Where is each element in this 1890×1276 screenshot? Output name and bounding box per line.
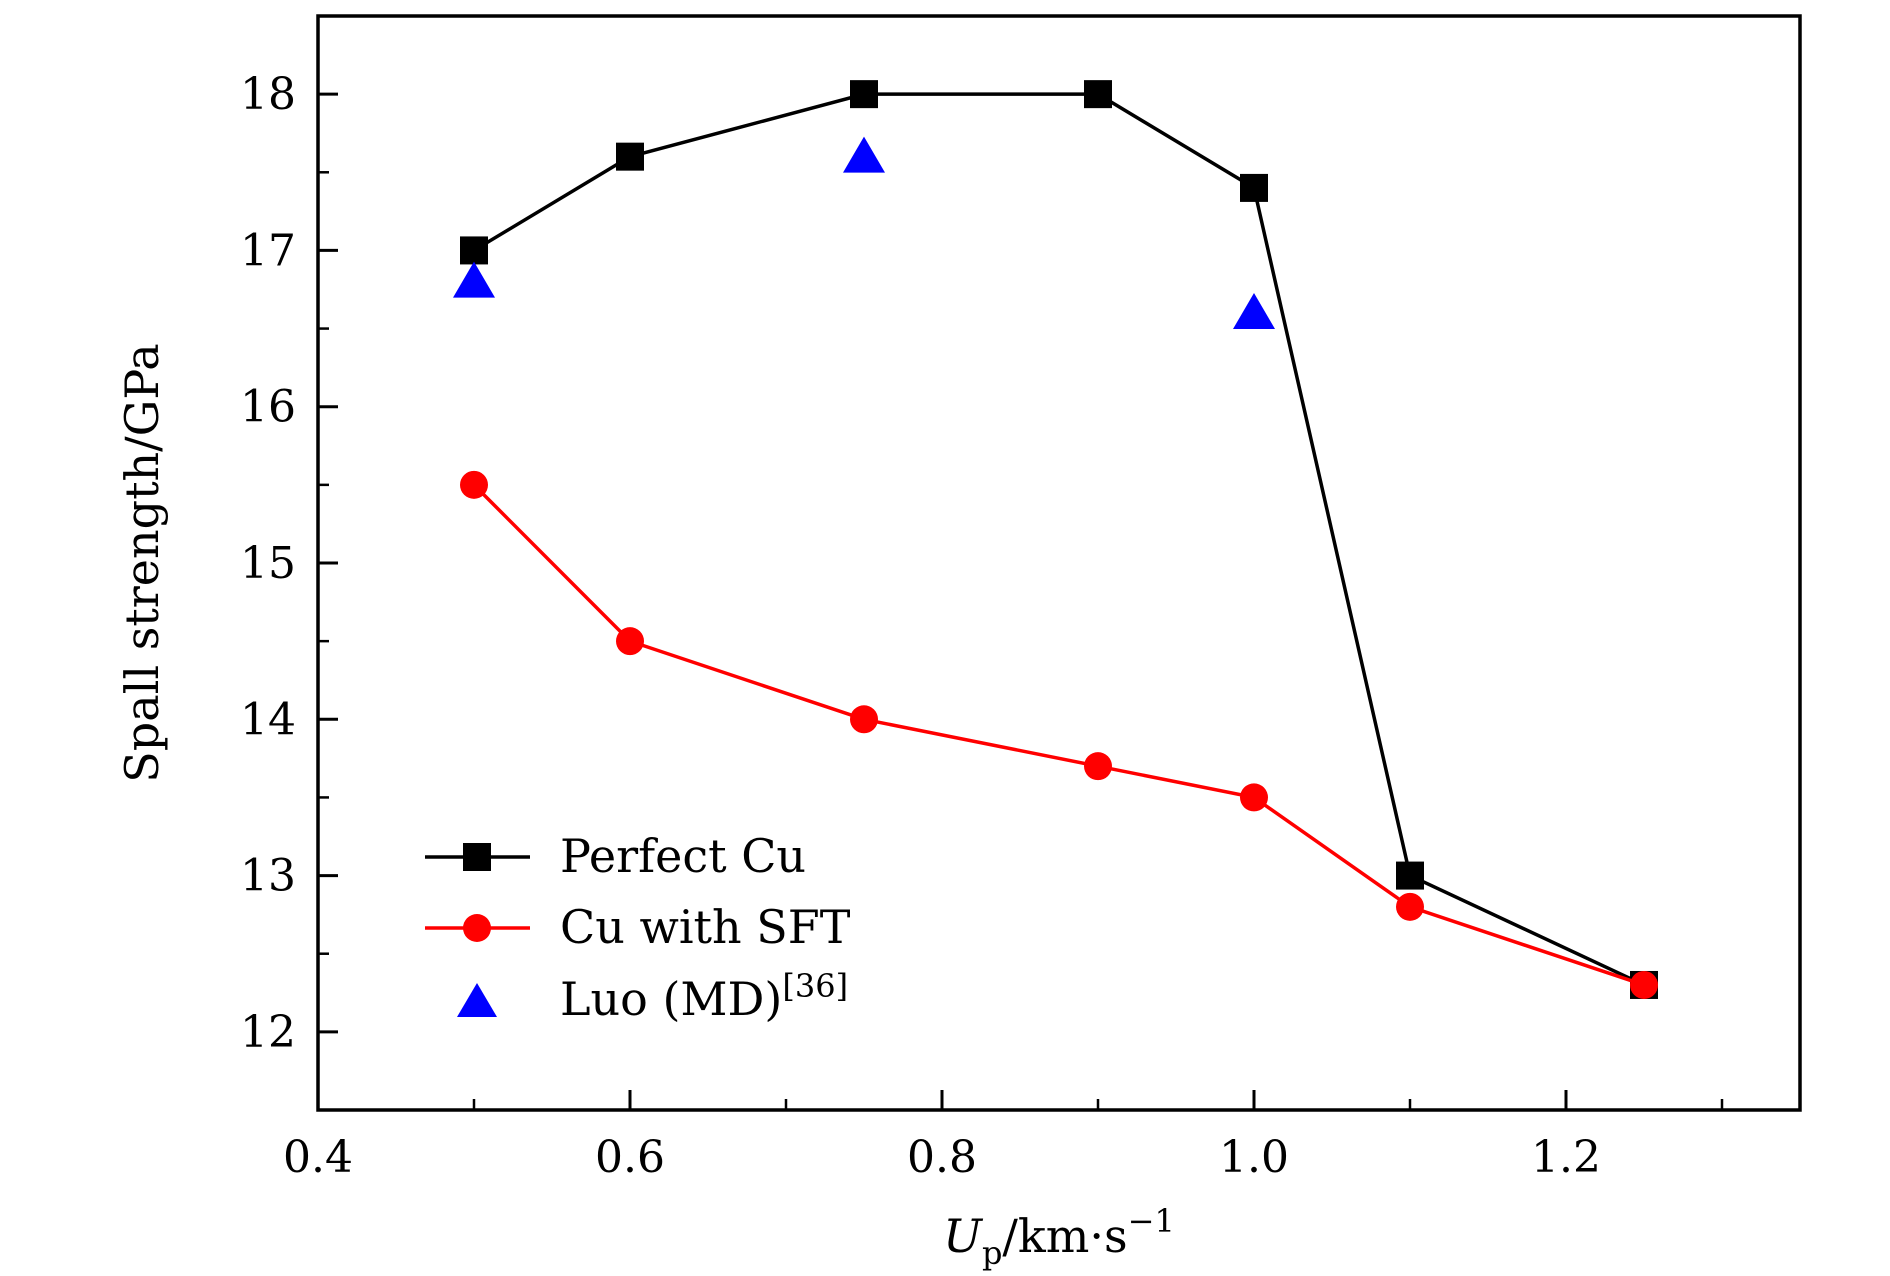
legend-entry-perfect-cu: Perfect Cu [425,829,806,883]
y-tick-label: 18 [240,69,296,120]
x-tick-label: 0.6 [595,1132,665,1183]
tick-labels: 0.4 0.6 0.8 1.0 1.2 12 13 14 15 16 17 18 [240,69,1601,1183]
legend-label-perfect-cu: Perfect Cu [560,829,806,883]
x-axis-label-unit: /km·s [1002,1209,1127,1263]
legend-label-luo-md: Luo (MD)[36] [560,967,848,1026]
data-point-triangle [843,136,885,173]
data-point-circle [1630,970,1658,999]
x-axis-label-symbol: U [943,1209,984,1263]
x-axis-label-superscript: −1 [1128,1202,1175,1240]
x-tick-label: 1.0 [1219,1132,1289,1183]
data-point-square [850,80,878,109]
data-point-square [1240,173,1268,202]
y-tick-label: 13 [240,851,296,902]
y-tick-label: 16 [240,382,296,433]
legend-label-luo-md-superscript: [36] [782,967,848,1005]
y-tick-label: 17 [240,225,296,276]
series-cu-with-sft [460,470,1658,999]
data-point-triangle [453,261,495,298]
series-luo-md [453,136,1275,329]
x-tick-label: 0.4 [283,1132,353,1183]
x-tick-label: 1.2 [1531,1132,1601,1183]
data-point-square [1084,80,1112,109]
plot-frame [316,14,1802,1112]
data-point-circle [1396,892,1424,921]
data-point-circle [460,470,488,499]
data-point-square [616,142,644,171]
data-point-square [1396,861,1424,890]
x-tick-label: 0.8 [907,1132,977,1183]
data-point-circle [616,627,644,656]
y-tick-label: 14 [240,694,296,745]
series-layer [453,80,1658,999]
legend-label-cu-with-sft: Cu with SFT [560,900,851,954]
legend-entry-luo-md: Luo (MD)[36] [457,967,848,1026]
legend: Perfect Cu Cu with SFT Luo (MD)[36] [425,829,851,1026]
data-point-triangle [1233,292,1275,329]
legend-label-luo-md-name: Luo (MD) [560,972,782,1026]
data-point-circle [850,705,878,734]
legend-marker-triangle [457,983,497,1017]
data-point-square [460,236,488,265]
y-axis-label: Spall strength/GPa [115,343,169,782]
legend-entry-cu-with-sft: Cu with SFT [425,900,851,954]
y-tick-label: 12 [240,1007,296,1058]
y-tick-label: 15 [240,538,296,589]
legend-marker-square [463,843,491,871]
data-point-circle [1084,752,1112,781]
data-point-circle [1240,783,1268,812]
x-axis-label-subscript: p [982,1234,1002,1272]
axis-ticks [316,92,1724,1110]
legend-marker-circle [463,914,491,942]
x-axis-label: Up/km·s−1 [943,1202,1175,1272]
